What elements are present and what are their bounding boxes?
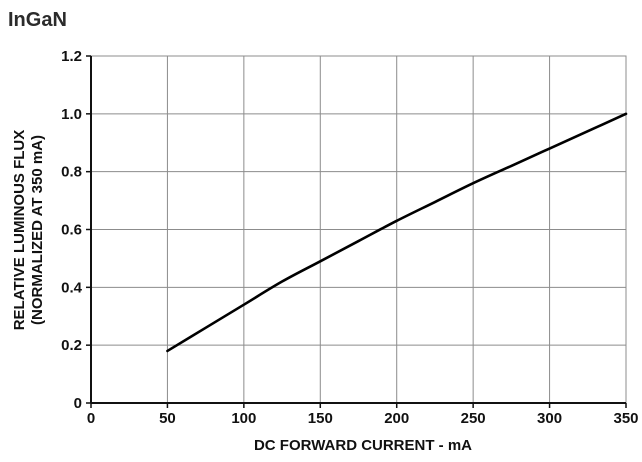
x-tick-label-0: 0 xyxy=(87,410,95,427)
x-tick-label-200: 200 xyxy=(384,410,409,427)
x-tick-label-100: 100 xyxy=(231,410,256,427)
grid xyxy=(90,55,627,404)
y-tick-label-0: 0 xyxy=(74,395,82,412)
y-tick-label-1: 0.2 xyxy=(61,337,82,354)
series-line-0 xyxy=(166,112,628,353)
x-tick-label-350: 350 xyxy=(613,410,638,427)
y-tick-label-5: 1.0 xyxy=(61,106,82,123)
x-tick-label-50: 50 xyxy=(159,410,176,427)
x-axis-label: DC FORWARD CURRENT - mA xyxy=(254,437,472,454)
x-tick-label-250: 250 xyxy=(461,410,486,427)
x-tick-label-300: 300 xyxy=(537,410,562,427)
y-axis-label-line-2: (NORMALIZED AT 350 mA) xyxy=(29,135,46,325)
y-tick-label-6: 1.2 xyxy=(61,48,82,65)
y-tick-label-4: 0.8 xyxy=(61,164,82,181)
x-ticks: 0 50 100 150 200 250 300 350 xyxy=(87,403,639,427)
y-axis-label: RELATIVE LUMINOUS FLUX (NORMALIZED AT 35… xyxy=(11,130,46,331)
series-group xyxy=(166,112,628,353)
y-tick-label-3: 0.6 xyxy=(61,222,82,239)
y-tick-label-2: 0.4 xyxy=(61,279,83,296)
chart-title: InGaN xyxy=(8,9,67,31)
x-tick-label-150: 150 xyxy=(308,410,333,427)
y-ticks: 0 0.2 0.4 0.6 0.8 1.0 1.2 xyxy=(61,48,91,412)
y-axis-label-line-1: RELATIVE LUMINOUS FLUX xyxy=(11,130,28,331)
